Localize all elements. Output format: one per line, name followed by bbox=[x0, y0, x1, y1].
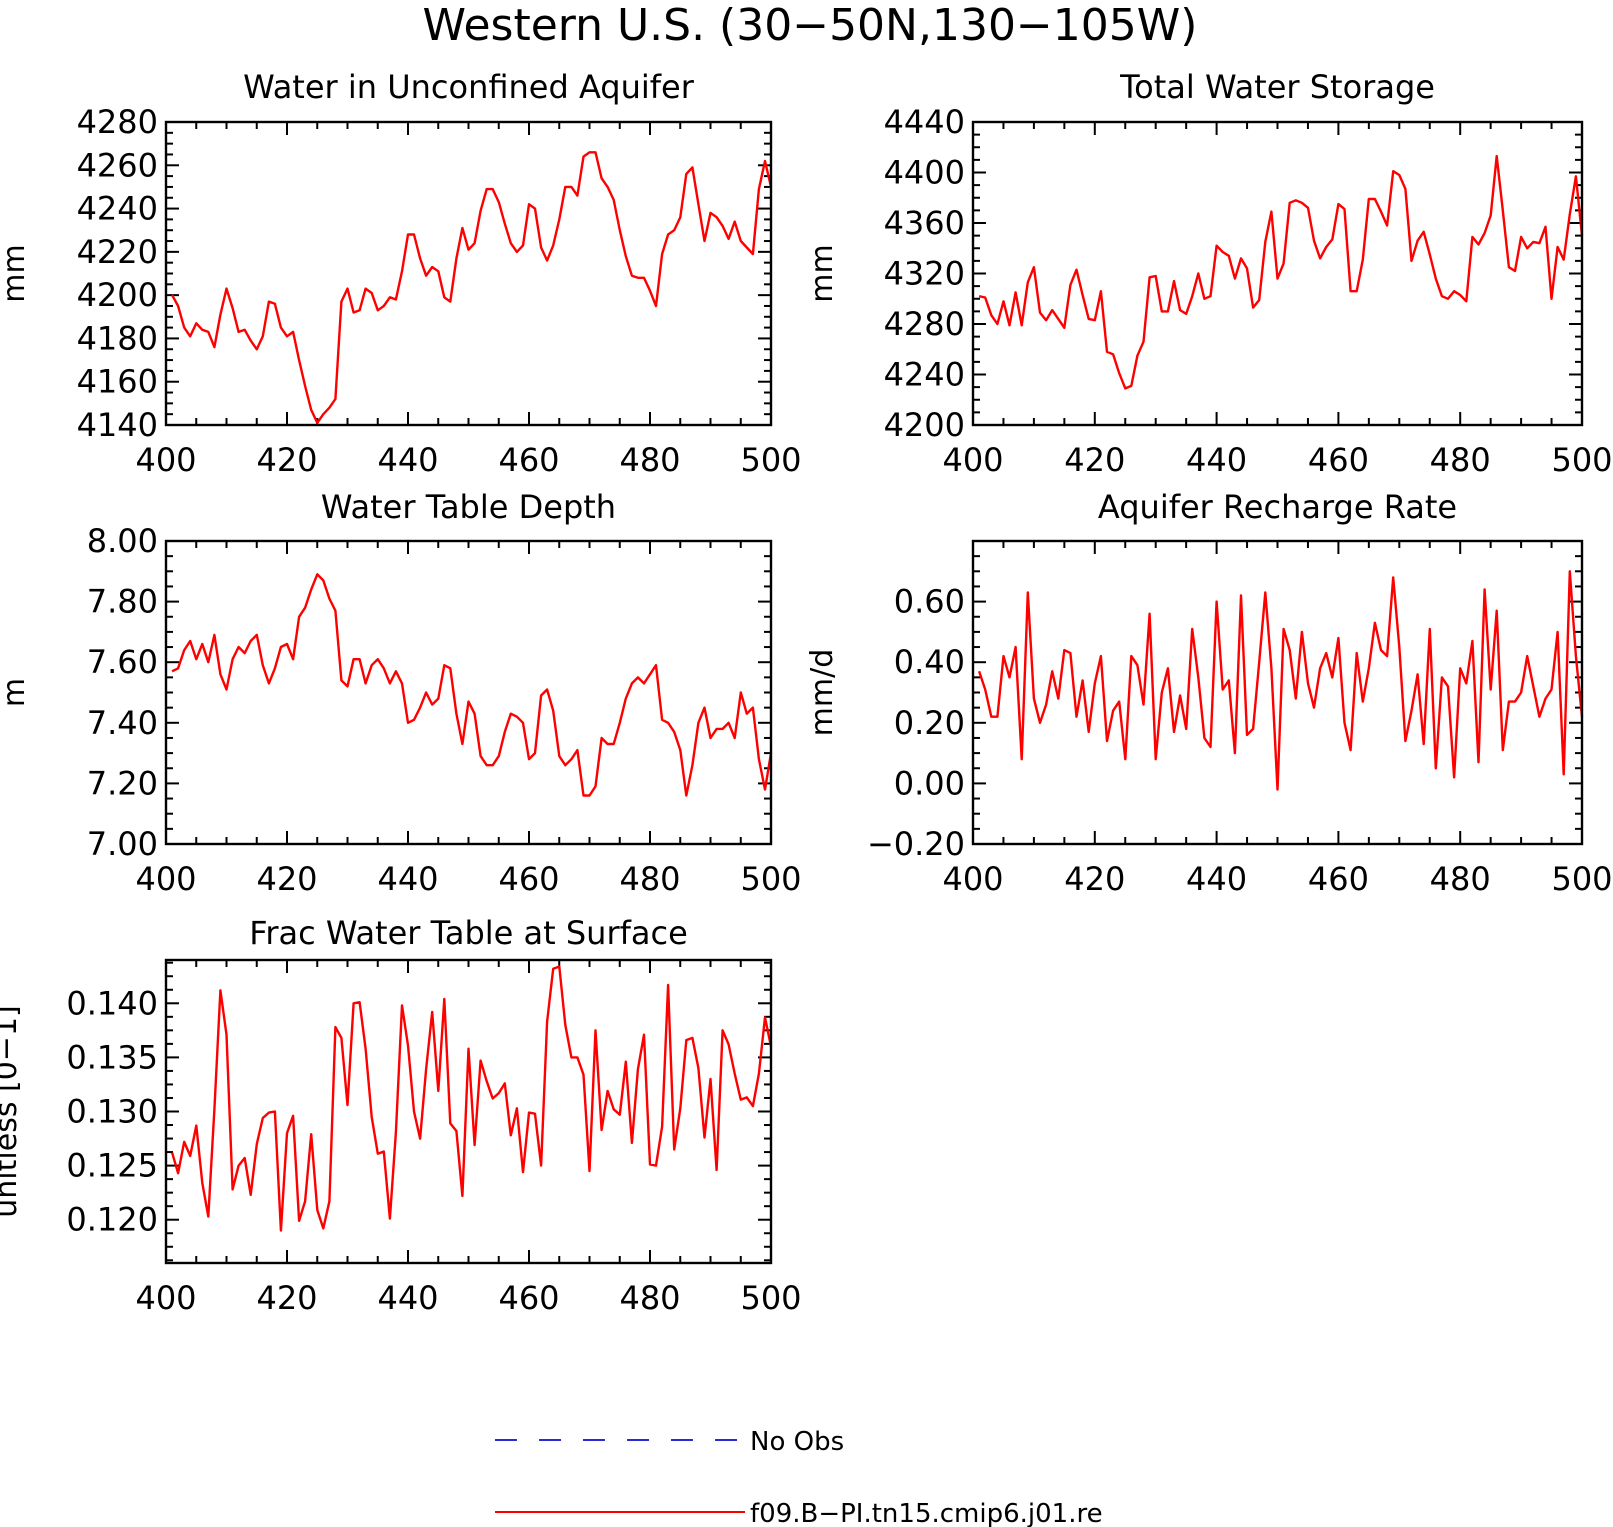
y-tick-label: 4140 bbox=[77, 406, 158, 444]
panel-4: Aquifer Recharge Rate mm/d 400 420 440 460 480… bbox=[805, 488, 1613, 898]
y-tick-label: 4240 bbox=[884, 356, 965, 394]
tick-marks bbox=[165, 540, 772, 845]
y-tick-label: 7.20 bbox=[87, 764, 158, 802]
y-tick-label: 0.60 bbox=[894, 583, 965, 621]
x-tick-label: 500 bbox=[1551, 441, 1612, 479]
panel-5: Frac Water Table at Surface unitless [0−1… bbox=[0, 914, 802, 1317]
data-series-line bbox=[978, 154, 1584, 390]
y-axis-label: mm/d bbox=[805, 649, 840, 737]
panel-1: Water in Unconfined Aquifer mm 400 420 440 46… bbox=[0, 68, 802, 479]
y-tick-label: 7.60 bbox=[87, 643, 158, 681]
plot-frame bbox=[164, 958, 773, 1265]
y-tick-label: 0.135 bbox=[66, 1038, 158, 1076]
panel-title: Frac Water Table at Surface bbox=[249, 914, 688, 952]
y-tick-label: 0.20 bbox=[894, 704, 965, 742]
data-series-line bbox=[171, 573, 773, 797]
panel-title: Aquifer Recharge Rate bbox=[1098, 488, 1457, 526]
tick-marks bbox=[972, 540, 1583, 845]
y-tick-label: 4180 bbox=[77, 319, 158, 357]
panel-2: Total Water Storage mm 400 420 440 460 480 500 4… bbox=[805, 68, 1613, 479]
y-tick-label: 4160 bbox=[77, 363, 158, 401]
x-tick-label: 500 bbox=[740, 860, 801, 898]
panel-title: Total Water Storage bbox=[1119, 68, 1435, 106]
y-tick-label: 7.80 bbox=[87, 583, 158, 621]
x-tick-label: 400 bbox=[135, 860, 196, 898]
x-tick-label: 460 bbox=[498, 441, 559, 479]
x-tick-label: 460 bbox=[1308, 441, 1369, 479]
x-tick-label: 400 bbox=[135, 1279, 196, 1317]
panel-3: Water Table Depth m 400 420 440 460 480 500 7.00… bbox=[0, 488, 802, 898]
x-tick-label: 420 bbox=[256, 441, 317, 479]
y-axis-label: mm bbox=[805, 244, 840, 302]
x-tick-label: 480 bbox=[619, 441, 680, 479]
y-tick-label: 0.130 bbox=[66, 1093, 158, 1131]
data-series-line bbox=[171, 151, 773, 424]
y-tick-label: 4360 bbox=[884, 204, 965, 242]
y-tick-label: 4440 bbox=[884, 103, 965, 141]
y-tick-label: 4240 bbox=[77, 190, 158, 228]
x-tick-label: 460 bbox=[498, 860, 559, 898]
figure-title: Western U.S. (30−50N,130−105W) bbox=[423, 0, 1198, 51]
x-tick-label: 500 bbox=[1551, 860, 1612, 898]
y-axis-label: unitless [0−1] bbox=[0, 1005, 24, 1217]
x-tick-label: 480 bbox=[619, 860, 680, 898]
y-tick-label: 7.00 bbox=[87, 825, 158, 863]
x-tick-label: 440 bbox=[1186, 441, 1247, 479]
y-tick-label: 4280 bbox=[77, 103, 158, 141]
legend-label-model: f09.B−PI.tn15.cmip6.j01.re bbox=[750, 1499, 1103, 1527]
y-tick-label: 4200 bbox=[77, 276, 158, 314]
plot-frame bbox=[164, 539, 773, 846]
data-series-line bbox=[170, 965, 773, 1232]
legend-label-no-obs: No Obs bbox=[750, 1427, 844, 1457]
y-tick-label: −0.20 bbox=[867, 825, 965, 863]
legend: No Obs f09.B−PI.tn15.cmip6.j01.re bbox=[495, 1427, 1103, 1527]
y-tick-label: 4220 bbox=[77, 233, 158, 271]
x-tick-label: 420 bbox=[256, 1279, 317, 1317]
x-tick-label: 400 bbox=[135, 441, 196, 479]
y-tick-label: 4320 bbox=[884, 255, 965, 293]
y-tick-label: 8.00 bbox=[87, 522, 158, 560]
x-tick-label: 500 bbox=[740, 1279, 801, 1317]
x-tick-label: 440 bbox=[1186, 860, 1247, 898]
x-tick-label: 480 bbox=[619, 1279, 680, 1317]
data-series-line bbox=[977, 570, 1584, 791]
y-tick-label: 0.40 bbox=[894, 643, 965, 681]
x-tick-label: 400 bbox=[942, 860, 1003, 898]
x-tick-label: 460 bbox=[498, 1279, 559, 1317]
x-tick-label: 420 bbox=[1064, 860, 1125, 898]
y-tick-label: 4200 bbox=[884, 406, 965, 444]
panel-title: Water in Unconfined Aquifer bbox=[243, 68, 695, 106]
y-tick-label: 0.140 bbox=[66, 984, 158, 1022]
x-tick-label: 440 bbox=[377, 441, 438, 479]
x-tick-label: 420 bbox=[1064, 441, 1125, 479]
y-tick-label: 0.120 bbox=[66, 1201, 158, 1239]
plot-frame bbox=[971, 120, 1584, 427]
y-tick-label: 4280 bbox=[884, 305, 965, 343]
y-tick-label: 7.40 bbox=[87, 704, 158, 742]
x-tick-label: 400 bbox=[942, 441, 1003, 479]
panel-title: Water Table Depth bbox=[321, 488, 616, 526]
x-tick-label: 480 bbox=[1430, 860, 1491, 898]
x-tick-label: 420 bbox=[256, 860, 317, 898]
y-axis-label: m bbox=[0, 678, 32, 707]
x-tick-label: 440 bbox=[377, 860, 438, 898]
y-axis-label: mm bbox=[0, 244, 32, 302]
x-tick-label: 500 bbox=[740, 441, 801, 479]
plot-frame bbox=[971, 539, 1584, 846]
y-tick-label: 0.00 bbox=[894, 764, 965, 802]
x-tick-label: 480 bbox=[1430, 441, 1491, 479]
y-tick-label: 4400 bbox=[884, 154, 965, 192]
x-tick-label: 460 bbox=[1308, 860, 1369, 898]
plot-frame bbox=[164, 120, 773, 427]
x-tick-label: 440 bbox=[377, 1279, 438, 1317]
y-tick-label: 4260 bbox=[77, 146, 158, 184]
y-tick-label: 0.125 bbox=[66, 1147, 158, 1185]
tick-marks bbox=[165, 121, 772, 426]
